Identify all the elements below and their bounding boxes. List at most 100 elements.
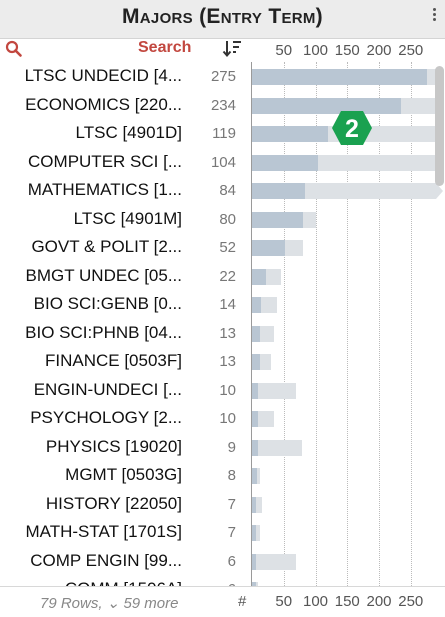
major-label: ECONOMICS [220... <box>25 94 182 114</box>
major-count: 84 <box>219 182 236 199</box>
majors-list[interactable]: LTSC UNDECID [4... 275 ECONOMICS [220... 23… <box>0 62 445 586</box>
list-item[interactable]: FINANCE [0503F] 13 <box>0 349 432 377</box>
axis-tick-label: 250 <box>398 42 424 59</box>
show-more-link[interactable]: ⌄ 59 more <box>106 595 179 612</box>
list-item[interactable]: LTSC [4901M] 80 <box>0 207 432 235</box>
list-item[interactable]: MATH-STAT [1701S] 7 <box>0 520 432 548</box>
grid-line <box>379 62 380 586</box>
major-count: 14 <box>219 296 236 313</box>
value-bar <box>252 126 328 142</box>
major-label: BIO SCI:GENB [0... <box>33 294 182 313</box>
major-label: FINANCE [0503F] <box>45 351 182 370</box>
axis-tick-label: 100 <box>302 42 329 59</box>
major-label: MATHEMATICS [1... <box>27 180 182 199</box>
major-label: BMGT UNDEC [05... <box>25 265 183 285</box>
major-count: 10 <box>219 381 236 399</box>
major-label: GOVT & POLIT [2... <box>31 237 182 256</box>
list-item[interactable]: BIO SCI:PHNB [04... 13 <box>0 321 432 349</box>
total-bar <box>252 553 297 570</box>
list-item[interactable]: ENGIN-UNDECI [... 10 <box>0 378 432 406</box>
major-count: 9 <box>227 438 236 456</box>
sort-descending-icon[interactable] <box>222 39 242 59</box>
axis-line <box>251 62 252 586</box>
panel-footer: 79 Rows, ⌄ 59 more # 50 100 150 200 250 <box>0 586 445 617</box>
major-count: 22 <box>219 267 236 285</box>
major-label: MATH-STAT [1701S] <box>25 522 182 541</box>
list-item[interactable]: MATHEMATICS [1... 84 <box>0 178 444 206</box>
list-item[interactable]: GOVT & POLIT [2... 52 <box>0 235 432 263</box>
search-row: Search 50 100 150 200 250 <box>0 38 445 62</box>
value-bar <box>252 354 261 370</box>
grid-line <box>347 62 349 586</box>
major-count: 13 <box>219 324 236 342</box>
vertical-scrollbar[interactable] <box>435 66 444 186</box>
major-count: 275 <box>210 68 236 85</box>
grid-line <box>283 62 285 586</box>
top-axis-labels: 50 100 150 200 250 <box>0 42 445 60</box>
list-item[interactable]: BIO SCI:GENB [0... 14 <box>0 292 432 320</box>
list-item[interactable]: COMP ENGIN [99... 6 <box>0 549 432 577</box>
axis-tick-label: 150 <box>334 593 360 610</box>
value-bar <box>252 325 261 342</box>
list-item[interactable]: BMGT UNDEC [05... 22 <box>0 264 432 292</box>
axis-tick-label: 250 <box>398 593 424 610</box>
step-badge: 2 <box>332 111 372 145</box>
value-bar <box>252 69 427 85</box>
value-bar <box>252 97 401 114</box>
value-bar <box>252 183 306 199</box>
value-bar <box>252 297 261 313</box>
total-bar <box>252 439 302 456</box>
list-item[interactable]: PSYCHOLOGY [2... 10 <box>0 406 432 434</box>
major-count: 6 <box>228 581 236 586</box>
value-bar <box>252 468 258 484</box>
list-item[interactable]: COMM [1506A] 6 <box>0 577 432 586</box>
axis-tick-label: 200 <box>366 42 392 59</box>
list-item[interactable]: HISTORY [22050] 7 <box>0 492 432 520</box>
search-icon[interactable] <box>5 40 23 58</box>
list-item[interactable]: LTSC UNDECID [4... 275 <box>0 64 444 92</box>
more-menu-icon[interactable] <box>431 6 437 26</box>
major-count: 80 <box>219 210 236 228</box>
major-label: HISTORY [22050] <box>45 493 182 513</box>
value-bar <box>252 154 319 171</box>
major-count: 10 <box>219 410 236 427</box>
major-count: 7 <box>227 524 236 541</box>
major-label: COMP ENGIN [99... <box>30 550 182 570</box>
major-label: LTSC [4901M] <box>73 208 182 228</box>
row-count-summary: 79 Rows, ⌄ 59 more <box>40 594 178 612</box>
major-label: LTSC UNDECID [4... <box>24 66 182 85</box>
panel-title: Majors (Entry Term) <box>122 5 323 28</box>
value-bar <box>252 525 257 541</box>
value-bar <box>252 268 266 285</box>
axis-tick-label: 150 <box>334 42 360 59</box>
value-bar <box>252 496 257 513</box>
grid-line <box>410 62 412 586</box>
major-count: 104 <box>210 153 236 171</box>
major-count: 234 <box>210 96 236 114</box>
major-label: COMM [1506A] <box>65 579 182 586</box>
value-bar <box>252 240 286 256</box>
major-label: LTSC [4901D] <box>75 123 182 142</box>
grid-line <box>315 62 317 586</box>
row-count: 79 Rows, <box>40 595 103 612</box>
major-count: 6 <box>227 552 236 570</box>
list-item[interactable]: PHYSICS [19020] 9 <box>0 435 432 463</box>
panel-header: Majors (Entry Term) <box>0 0 445 39</box>
step-badge-number: 2 <box>345 115 359 143</box>
major-count: 8 <box>227 467 236 484</box>
major-label: BIO SCI:PHNB [04... <box>25 322 182 342</box>
axis-tick-label: 50 <box>275 593 293 610</box>
search-button[interactable]: Search <box>138 39 192 56</box>
major-count: 7 <box>227 495 236 513</box>
value-bar <box>252 553 256 570</box>
list-item[interactable]: COMPUTER SCI [... 104 <box>0 150 444 178</box>
list-item[interactable]: MGMT [0503G] 8 <box>0 463 432 491</box>
value-bar <box>252 382 259 399</box>
major-label: PHYSICS [19020] <box>45 436 182 456</box>
axis-tick-label: 50 <box>275 42 293 59</box>
total-bar <box>252 496 262 513</box>
bottom-axis-labels: 50 100 150 200 250 <box>0 593 445 611</box>
count-column-header: # <box>238 593 247 610</box>
list-item[interactable]: ECONOMICS [220... 234 <box>0 93 444 121</box>
axis-tick-label: 100 <box>302 593 329 610</box>
